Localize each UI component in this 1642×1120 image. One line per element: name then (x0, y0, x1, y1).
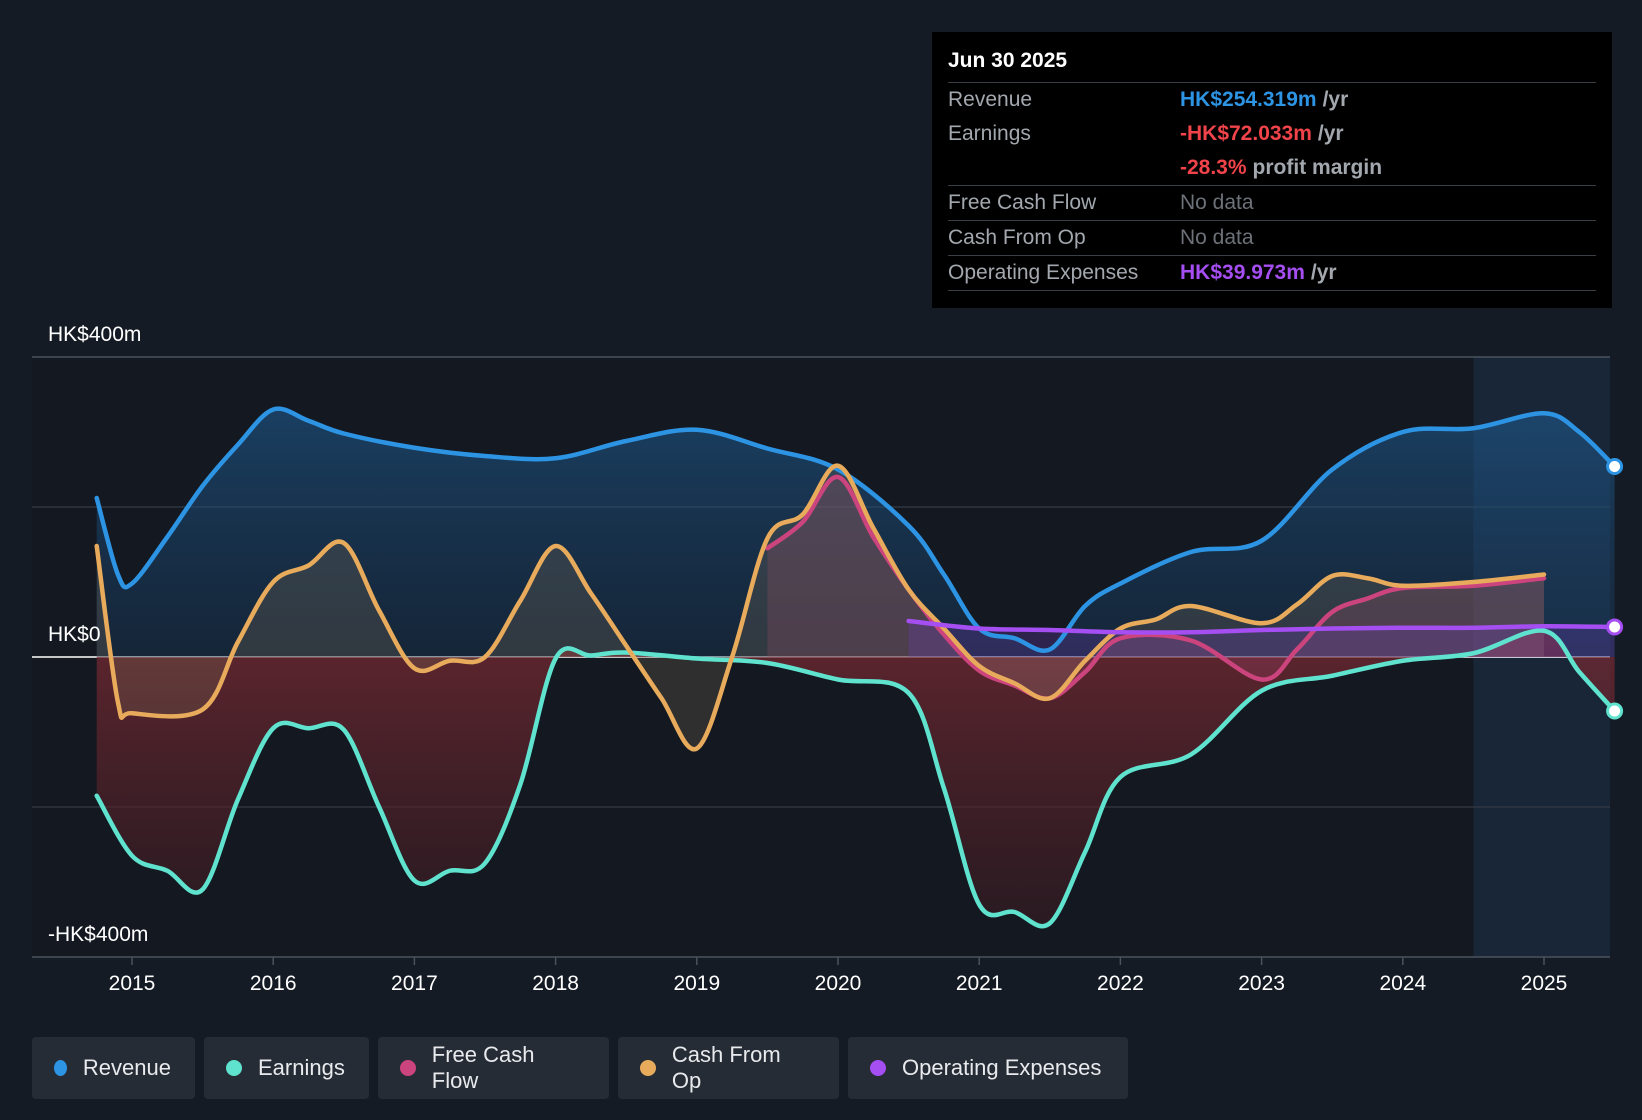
y-tick-label: HK$0 (48, 623, 101, 646)
tooltip-row-operating-expenses: Operating Expenses HK$39.973m /yr (948, 255, 1596, 291)
tooltip-label: Operating Expenses (948, 261, 1139, 284)
x-tick-label: 2025 (1521, 972, 1568, 995)
tooltip-value: No data (1180, 191, 1254, 214)
tooltip-value: No data (1180, 226, 1254, 249)
free-cash-flow-dot-icon (400, 1060, 416, 1076)
earnings-line (94, 628, 1617, 929)
tooltip-label: Free Cash Flow (948, 191, 1097, 214)
x-tick-label: 2021 (956, 972, 1003, 995)
tooltip-date: Jun 30 2025 (948, 49, 1068, 72)
tooltip-row-earnings: Earnings -HK$72.033m /yr (948, 117, 1596, 151)
tooltip-unit: /yr (1322, 88, 1349, 111)
revenue-dot-icon (54, 1060, 67, 1076)
x-tick-label: 2024 (1379, 972, 1426, 995)
x-tick-label: 2019 (673, 972, 720, 995)
operating-expenses-end-marker (1606, 618, 1624, 636)
earnings-area (96, 630, 1615, 927)
x-tick-label: 2020 (815, 972, 862, 995)
tooltip-panel: Jun 30 2025 Revenue HK$254.319m /yr Earn… (932, 32, 1612, 308)
revenue-area (96, 408, 1615, 657)
revenue-end-marker (1606, 458, 1624, 475)
y-tick-label: HK$400m (48, 323, 141, 346)
tooltip-unit: profit margin (1252, 156, 1383, 179)
earnings-end-marker (1606, 702, 1624, 720)
legend-label: Operating Expenses (902, 1055, 1102, 1080)
tooltip-label: Cash From Op (948, 226, 1086, 249)
tooltip-unit: /yr (1317, 122, 1344, 145)
x-tick-label: 2015 (109, 972, 156, 995)
x-tick-label: 2016 (250, 972, 297, 995)
tooltip-value: HK$39.973m (1180, 261, 1305, 284)
legend-item-earnings[interactable]: Earnings (204, 1037, 369, 1099)
operating-expenses-dot-icon (870, 1060, 886, 1076)
legend-label: Revenue (82, 1055, 171, 1080)
legend-item-operating-expenses[interactable]: Operating Expenses (848, 1037, 1128, 1099)
x-tick-label: 2023 (1238, 972, 1285, 995)
tooltip-label: Earnings (948, 122, 1031, 145)
legend-label: Earnings (258, 1055, 345, 1080)
tooltip-row-revenue: Revenue HK$254.319m /yr (948, 82, 1596, 117)
tooltip-value: -HK$72.033m (1180, 122, 1312, 145)
tooltip-label: Revenue (948, 88, 1033, 111)
x-tick-label: 2017 (391, 972, 438, 995)
legend-label: Cash From Op (671, 1042, 781, 1093)
legend: Revenue Earnings Free Cash Flow Cash Fro… (32, 1037, 1128, 1099)
operating-expenses-line (906, 618, 1617, 635)
tooltip-value: HK$254.319m (1180, 88, 1317, 111)
cash-from-op-dot-icon (640, 1060, 656, 1076)
cash-from-op-line (94, 463, 1547, 752)
earnings-dot-icon (226, 1060, 242, 1076)
x-tick-label: 2018 (532, 972, 579, 995)
cash-from-op-area (96, 465, 1545, 750)
legend-item-cash-from-op[interactable]: Cash From Op (618, 1037, 839, 1099)
tooltip-value: -28.3% (1180, 156, 1247, 179)
x-tick-label: 2022 (1097, 972, 1144, 995)
tooltip-row-profit-margin: -28.3% profit margin (948, 151, 1596, 185)
y-tick-label: -HK$400m (48, 923, 148, 946)
legend-item-revenue[interactable]: Revenue (32, 1037, 195, 1099)
tooltip-row-free-cash-flow: Free Cash Flow No data (948, 185, 1596, 220)
free-cash-flow-line (765, 474, 1547, 701)
free-cash-flow-area (767, 476, 1544, 699)
tooltip-row-cash-from-op: Cash From Op No data (948, 220, 1596, 255)
tooltip-unit: /yr (1310, 261, 1337, 284)
legend-label: Free Cash Flow (431, 1042, 535, 1093)
legend-item-free-cash-flow[interactable]: Free Cash Flow (378, 1037, 609, 1099)
revenue-line (94, 406, 1617, 653)
